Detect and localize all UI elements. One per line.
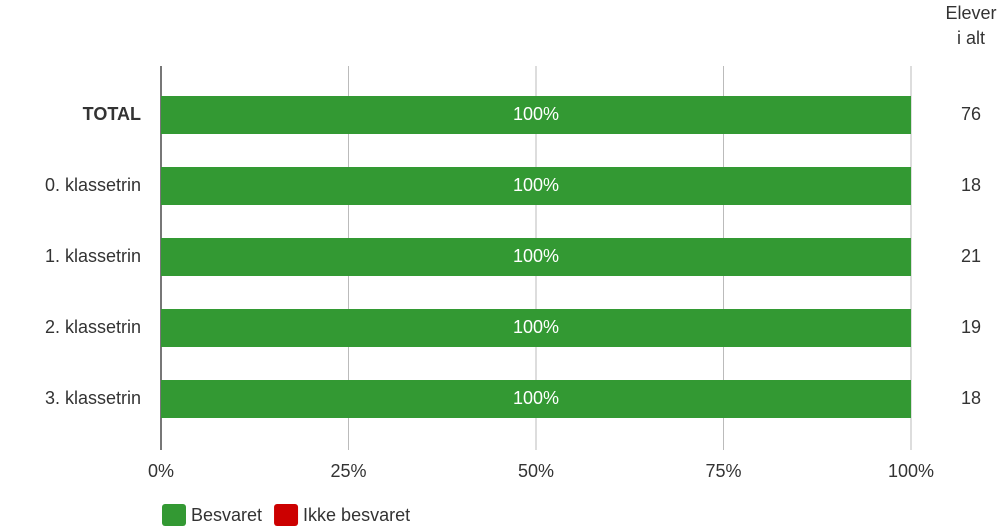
total-value: 76 bbox=[961, 104, 981, 124]
x-tick-label: 75% bbox=[705, 461, 741, 481]
total-value: 18 bbox=[961, 388, 981, 408]
data-label: 100% bbox=[513, 104, 559, 124]
totals-header: i alt bbox=[957, 28, 985, 48]
y-tick-label: 2. klassetrin bbox=[45, 317, 141, 337]
bar-segment bbox=[161, 96, 911, 134]
total-value: 19 bbox=[961, 317, 981, 337]
data-label: 100% bbox=[513, 175, 559, 195]
data-label: 100% bbox=[513, 246, 559, 266]
x-tick-label: 25% bbox=[330, 461, 366, 481]
x-tick-label: 50% bbox=[518, 461, 554, 481]
data-label: 100% bbox=[513, 388, 559, 408]
y-tick-label: TOTAL bbox=[83, 104, 141, 124]
bar-segment bbox=[161, 167, 911, 205]
legend-swatch bbox=[162, 504, 186, 526]
legend-label: Besvaret bbox=[191, 505, 262, 525]
total-value: 18 bbox=[961, 175, 981, 195]
x-tick-label: 100% bbox=[888, 461, 934, 481]
x-tick-label: 0% bbox=[148, 461, 174, 481]
bar-segment bbox=[161, 380, 911, 418]
data-label: 100% bbox=[513, 317, 559, 337]
total-value: 21 bbox=[961, 246, 981, 266]
legend-swatch bbox=[274, 504, 299, 526]
y-tick-label: 3. klassetrin bbox=[45, 388, 141, 408]
bar-segment bbox=[161, 238, 911, 276]
y-tick-label: 0. klassetrin bbox=[45, 175, 141, 195]
legend-label: Ikke besvaret bbox=[303, 505, 410, 525]
y-tick-label: 1. klassetrin bbox=[45, 246, 141, 266]
bar-segment bbox=[161, 309, 911, 347]
totals-header: Elever bbox=[945, 3, 996, 23]
